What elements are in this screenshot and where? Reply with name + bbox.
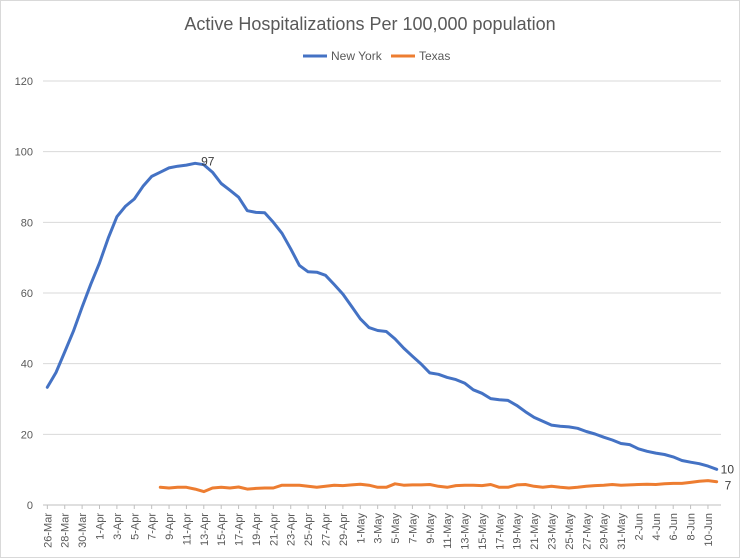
x-tick-label: 2-Jun [633, 513, 645, 541]
x-tick-label: 11-May [442, 513, 454, 549]
x-tick-label: 29-Apr [338, 513, 350, 546]
legend: New York Texas [303, 49, 450, 63]
x-tick-label: 9-May [425, 513, 437, 544]
y-tick-label: 40 [21, 359, 33, 371]
x-tick-label: 27-Apr [321, 513, 333, 546]
x-tick-label: 13-Apr [199, 513, 211, 546]
x-tick-label: 25-May [564, 513, 576, 550]
x-tick-label: 30-Mar [77, 513, 89, 548]
x-tick-label: 7-Apr [147, 513, 159, 540]
x-tick-label: 3-Apr [112, 513, 124, 540]
x-tick-label: 1-May [355, 513, 367, 544]
x-tick-label: 7-May [407, 513, 419, 544]
x-tick-label: 1-Apr [95, 513, 107, 540]
x-tick-label: 3-May [373, 513, 385, 544]
end-label-new-york: 10 [721, 462, 735, 476]
legend-label-texas: Texas [419, 49, 450, 63]
x-tick-label: 9-Apr [164, 513, 176, 540]
y-tick-label: 80 [21, 217, 33, 229]
x-tick-label: 19-May [512, 513, 524, 550]
x-tick-label: 5-Apr [129, 513, 141, 540]
y-tick-label: 120 [15, 76, 33, 88]
x-tick-label: 13-May [460, 513, 472, 550]
x-tick-label: 11-Apr [181, 513, 193, 546]
x-axis: 26-Mar 28-Mar 30-Mar 1-Apr 3-Apr 5-Apr 7-Apr 9-… [42, 505, 715, 550]
x-tick-label: 15-May [477, 513, 489, 550]
x-tick-label: 6-Jun [668, 513, 680, 541]
chart-title: Active Hospitalizations Per 100,000 popu… [184, 14, 555, 34]
y-axis: 0 20 40 60 80 100 120 [15, 76, 33, 512]
x-tick-label: 15-Apr [216, 513, 228, 546]
x-tick-label: 23-May [547, 513, 559, 550]
series-layer [45, 161, 719, 494]
x-tick-label: 27-May [581, 513, 593, 550]
x-tick-label: 10-Jun [703, 513, 715, 547]
x-tick-label: 17-Apr [234, 513, 246, 546]
x-tick-label: 26-Mar [42, 513, 54, 548]
series-line-new-york [45, 161, 719, 471]
data-labels: 97 10 7 [201, 154, 734, 492]
x-tick-label: 4-Jun [651, 513, 663, 541]
y-tick-label: 20 [21, 429, 33, 441]
x-tick-label: 23-Apr [286, 513, 298, 546]
x-tick-label: 31-May [616, 513, 628, 550]
x-tick-label: 5-May [390, 513, 402, 544]
series-line-texas [158, 479, 719, 494]
x-tick-label: 29-May [599, 513, 611, 550]
x-tick-label: 28-Mar [60, 513, 72, 548]
gridlines [43, 80, 721, 506]
x-tick-label: 19-Apr [251, 513, 263, 546]
x-tick-label: 17-May [494, 513, 506, 550]
end-label-texas: 7 [725, 479, 732, 493]
x-tick-label: 8-Jun [686, 513, 698, 541]
peak-label-new-york: 97 [201, 154, 215, 168]
legend-label-new-york: New York [331, 49, 383, 63]
y-tick-label: 100 [15, 147, 33, 159]
x-tick-label: 21-Apr [268, 513, 280, 546]
y-tick-label: 0 [27, 500, 33, 512]
y-tick-label: 60 [21, 288, 33, 300]
x-tick-label: 25-Apr [303, 513, 315, 546]
x-tick-label: 21-May [529, 513, 541, 550]
